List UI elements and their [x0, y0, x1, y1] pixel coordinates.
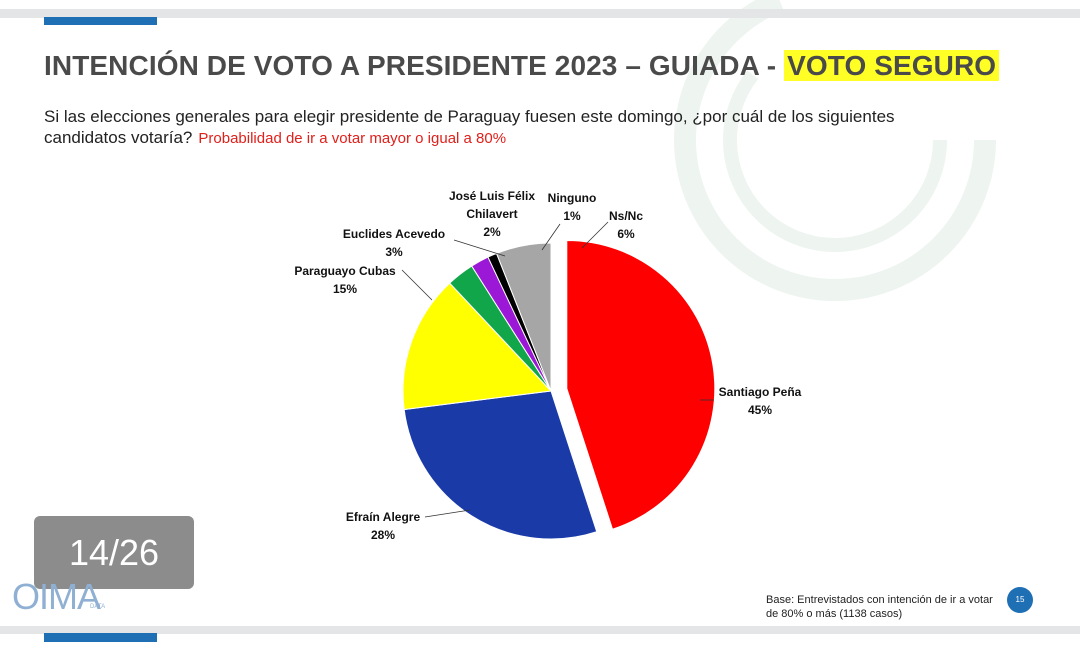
slide-title: INTENCIÓN DE VOTO A PRESIDENTE 2023 – GU… [44, 50, 1000, 82]
slide-title-main: INTENCIÓN DE VOTO A PRESIDENTE 2023 – GU… [44, 50, 785, 81]
slice-value: 1% [563, 209, 581, 223]
slice-label-ninguno: Ninguno 1% [548, 191, 597, 223]
slice-name: José Luis Félix [449, 189, 535, 203]
survey-question: Si las elecciones generales para elegir … [44, 106, 904, 149]
slice-value: 3% [385, 245, 403, 259]
leader-line-paraguayo-cubas [401, 269, 433, 301]
question-text: Si las elecciones generales para elegir … [44, 107, 895, 147]
page-indicator-text: 14/26 [68, 532, 160, 573]
leader-line-ninguno [541, 223, 561, 251]
slice-name: Efraín Alegre [346, 510, 421, 524]
decorative-ring-inner [723, 28, 947, 252]
slice-value: 45% [748, 403, 772, 417]
bottom-bar [0, 626, 1080, 634]
base-note: Base: Entrevistados con intención de ir … [766, 594, 993, 620]
slice-value: 15% [333, 282, 357, 296]
slice-name: Euclides Acevedo [343, 227, 445, 241]
pie-slice-efrain-alegre [403, 390, 598, 540]
slice-label-ns-nc: Ns/Nc 6% [609, 209, 643, 241]
leader-line-ns-nc [581, 221, 609, 249]
slice-value: 2% [483, 225, 501, 239]
slice-label-santiago-pena: Santiago Peña 45% [719, 385, 802, 417]
pie-slice-santiago-pena [566, 239, 716, 530]
oima-logo: OIMA [12, 576, 101, 617]
slide-number-badge: 15 [1007, 587, 1033, 613]
pie-slice-paraguayo-cubas [402, 282, 553, 411]
slice-name: Santiago Peña [719, 385, 802, 399]
slide-title-highlight: VOTO SEGURO [784, 50, 1000, 81]
slice-label-jose-luis-felix-chilavert: José Luis Félix Chilavert 2% [449, 189, 535, 239]
slice-label-efrain-alegre: Efraín Alegre 28% [346, 510, 421, 542]
slice-name: Chilavert [466, 207, 517, 221]
slice-name: Ninguno [548, 191, 597, 205]
slice-name: Ns/Nc [609, 209, 643, 223]
page-indicator: 14/26 [34, 516, 194, 589]
bottom-accent-bar [44, 633, 157, 642]
top-accent-bar [44, 17, 157, 25]
oima-logo-sub: DATA [90, 604, 106, 610]
leader-line-efrain-alegre [424, 509, 471, 518]
slice-label-paraguayo-cubas: Paraguayo Cubas 15% [294, 264, 396, 296]
slice-label-euclides-acevedo: Euclides Acevedo 3% [343, 227, 445, 259]
slice-value: 28% [371, 528, 395, 542]
leader-line-euclides-acevedo [453, 239, 506, 257]
top-bar [0, 9, 1080, 18]
slice-name: Paraguayo Cubas [294, 264, 396, 278]
question-note: Probabilidad de ir a votar mayor o igual… [198, 130, 507, 147]
slice-value: 6% [617, 227, 635, 241]
decorative-ring [674, 0, 996, 301]
